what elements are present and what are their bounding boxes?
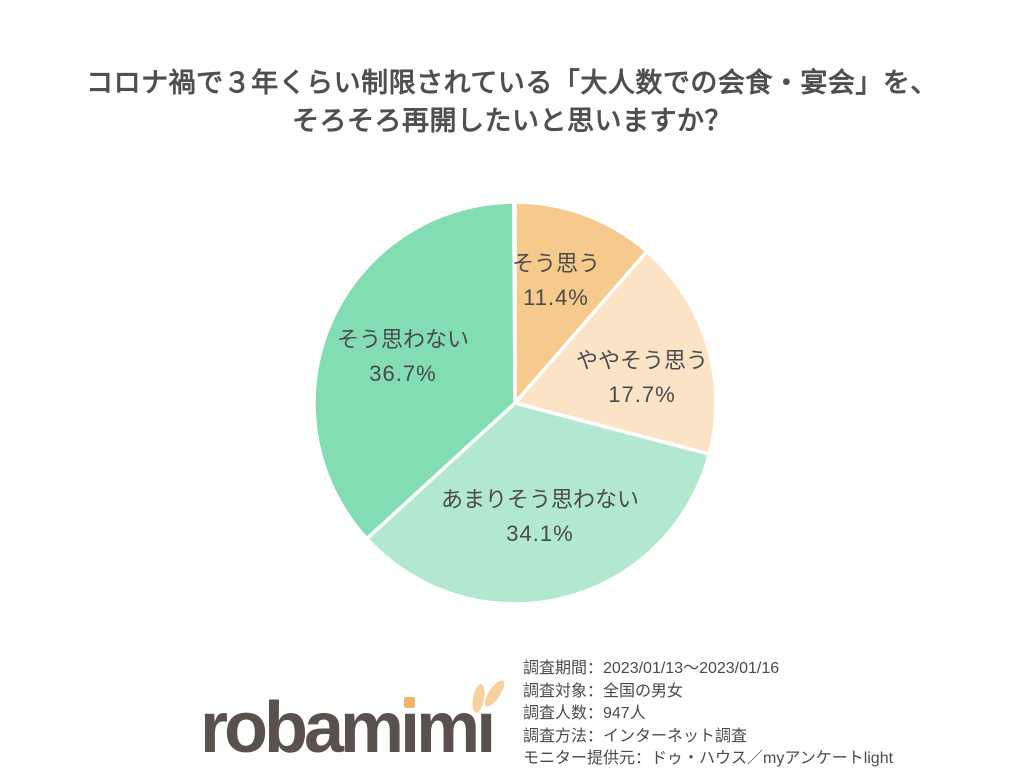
logo-letter-i-stem: ı — [400, 688, 420, 768]
pie-label-text: ややそう思う — [575, 348, 709, 373]
pie-label-text: そう思う — [511, 251, 601, 276]
pie-label-text: そう思わない — [336, 327, 470, 352]
pie-slice-3 — [312, 200, 517, 541]
logo-letter-i-stem: ı — [476, 688, 496, 768]
pie-label-yayasouomou: ややそう思う 17.7% — [576, 344, 708, 412]
logo-text-part1: robam — [200, 688, 404, 768]
robamimi-logo: robamı mı — [200, 677, 508, 764]
logo-orange-dot — [404, 697, 416, 708]
pie-label-text: あまりそう思わない — [440, 487, 640, 512]
logo-text-part2: m — [416, 688, 480, 768]
pie-chart — [312, 200, 718, 606]
pie-label-souomowanai: そう思わない 36.7% — [337, 323, 469, 391]
chart-title: コロナ禍で３年くらい制限されている「大人数での会食・宴会」を、 そろそろ再開した… — [0, 64, 1024, 140]
survey-target: 調査対象：全国の男女 — [523, 682, 684, 700]
pie-slice-1 — [513, 249, 718, 456]
pie-slice-0 — [513, 200, 649, 405]
survey-period: 調査期間：2023/01/13～2023/01/16 — [523, 660, 780, 677]
pie-label-percent: 34.1% — [506, 521, 574, 546]
pie-label-souomou: そう思う 11.4% — [512, 247, 600, 315]
chart-title-line1: コロナ禍で３年くらい制限されている「大人数での会食・宴会」を、 — [86, 68, 938, 98]
pie-label-percent: 36.7% — [369, 361, 437, 386]
survey-info: 調査期間：2023/01/13～2023/01/16 調査対象：全国の男女 調査… — [523, 658, 893, 769]
logo-letter-i-orange-dot: ı — [400, 692, 420, 764]
pie-slice-2 — [365, 401, 712, 606]
survey-method: 調査方法：インターネット調査 — [523, 727, 748, 745]
logo-letter-i-ears: ı — [470, 677, 508, 764]
pie-label-percent: 11.4% — [523, 285, 589, 310]
pie-label-amarisouomowanai: あまりそう思わない 34.1% — [441, 483, 639, 551]
survey-count: 調査人数：947人 — [523, 705, 646, 722]
chart-title-line2: そろそろ再開したいと思いますか？ — [292, 106, 732, 136]
pie-label-percent: 17.7% — [608, 382, 676, 407]
survey-monitor: モニター提供元：ドゥ・ハウス／myアンケートlight — [523, 750, 894, 767]
